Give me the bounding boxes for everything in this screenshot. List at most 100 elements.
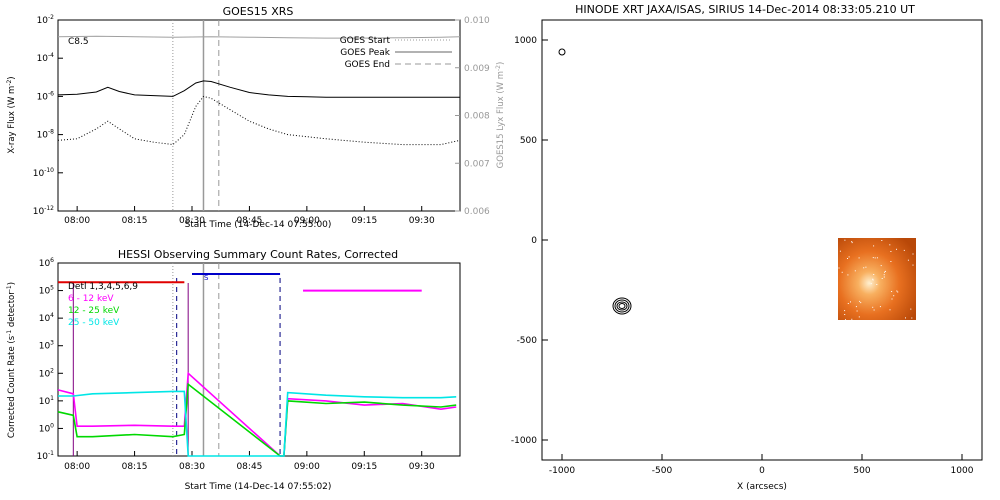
xrt-noise-pixel [851, 242, 853, 244]
goes-y-tick-label: 10-12 [33, 205, 54, 217]
goes-title: GOES15 XRS [223, 5, 294, 18]
xrt-noise-pixel [891, 298, 893, 300]
xrt-noise-pixel [847, 258, 848, 259]
goes-series [57, 35, 461, 146]
goes-series-long [57, 80, 460, 98]
xrt-noise-pixel [845, 319, 846, 321]
xrt-noise-pixel [838, 267, 840, 269]
hessi-x-tick-label: 08:30 [179, 462, 205, 472]
xrt-noise-pixel [844, 310, 846, 312]
hessi-series-mid [57, 382, 457, 457]
xrt-noise-pixel [854, 270, 856, 272]
xrt-noise-pixel [876, 257, 878, 259]
legend-25-50-kev: 25 - 50 keV [68, 318, 120, 328]
hessi-annotation: S [204, 274, 209, 282]
xrt-noise-pixel [883, 274, 885, 276]
goes-x-ticks: 08:00 08:15 08:30 08:45 09:00 09:15 09:30 [64, 206, 435, 226]
xrt-noise-pixel [844, 314, 846, 315]
xrt-noise-pixel [889, 244, 891, 246]
xrt-noise-pixel [905, 317, 906, 319]
xrt-noise-pixel [847, 303, 849, 304]
xrt-noise-pixel [911, 317, 913, 319]
hessi-y-ticks: 106 105 104 103 102 101 100 10-1 [37, 257, 63, 462]
xrt-noise-pixel [848, 256, 850, 258]
xrt-noise-pixel [873, 245, 875, 247]
goes-markers [172, 20, 220, 211]
xrt-noise-pixel [893, 295, 895, 297]
hessi-series-hi [58, 390, 457, 457]
hessi-x-tick-label: 08:00 [64, 462, 90, 472]
xrt-noise-pixel [874, 257, 876, 259]
hessi-flags [58, 272, 422, 292]
hessi-title: HESSI Observing Summary Count Rates, Cor… [118, 248, 398, 261]
xrt-noise-pixel [912, 264, 914, 266]
xrt-noise-pixel [851, 318, 853, 320]
hessi-x-ticks: 08:00 08:15 08:30 08:45 09:00 09:15 09:30 [64, 451, 435, 472]
xrt-noise-pixel [872, 278, 874, 280]
xrt-noise-pixel [890, 251, 892, 252]
xrt-noise-pixel [844, 239, 846, 241]
goes-y2-tick-label: 0.006 [464, 207, 490, 217]
xrt-noise-pixel [873, 309, 875, 311]
hessi-y-tick-label: 106 [39, 257, 54, 269]
xrt-noise-pixel [896, 290, 898, 292]
hinode-y-ticks: 1000 500 0 -500 -1000 [511, 36, 548, 446]
xrt-noise-pixel [876, 284, 878, 285]
xrt-noise-pixel [855, 306, 857, 308]
rhessi-contour [614, 299, 630, 313]
rhessi-contour [612, 297, 632, 315]
hessi-x-tick-label: 09:15 [351, 462, 377, 472]
xrt-noise-pixel [896, 248, 897, 250]
goes-y2-tick-label: 0.009 [464, 64, 490, 74]
xrt-noise-pixel [841, 271, 843, 273]
xrt-noise-pixel [880, 265, 882, 267]
hinode-panel: HINODE XRT JAXA/ISAS, SIRIUS 14-Dec-2014… [511, 3, 983, 492]
xrt-noise-pixel [856, 310, 858, 312]
goes-y2-label: GOES15 Lyx Flux (W m-2) [495, 62, 506, 169]
legend-goes-start: GOES Start [340, 36, 391, 46]
xrt-noise-pixel [903, 249, 905, 251]
legend-12-25-kev: 12 - 25 keV [68, 306, 120, 316]
xrt-noise-pixel [889, 309, 891, 311]
xrt-image-noise [838, 239, 914, 321]
hessi-x-tick-label: 09:30 [409, 462, 435, 472]
xrt-noise-pixel [912, 253, 914, 255]
goes-y2-tick-label: 0.010 [464, 16, 490, 26]
xrt-noise-pixel [865, 266, 867, 268]
xrt-noise-pixel [885, 270, 886, 272]
xrt-noise-pixel [881, 278, 883, 279]
xrt-image-patch [838, 238, 916, 320]
hessi-panel: HESSI Observing Summary Count Rates, Cor… [6, 248, 461, 492]
xrt-noise-pixel [859, 300, 861, 302]
goes-plot-frame [57, 19, 461, 212]
xrt-noise-pixel [884, 271, 885, 273]
xrt-noise-pixel [872, 257, 874, 259]
small-circle-marker [558, 48, 566, 56]
xrt-noise-pixel [858, 257, 860, 259]
hessi-y-tick-label: 105 [39, 285, 54, 297]
rhessi-contour [616, 301, 628, 311]
hessi-series [57, 371, 457, 457]
hessi-y-tick-label: 10-1 [37, 450, 55, 462]
goes-y-tick-label: 10-6 [37, 90, 55, 102]
goes-x-tick-label: 09:15 [351, 216, 377, 226]
hessi-y-tick-label: 104 [39, 312, 54, 324]
hinode-x-label: X (arcsecs) [737, 482, 787, 492]
goes-x-tick-label: 09:30 [409, 216, 435, 226]
goes-x-label: Start Time (14-Dec-14 07:55:00) [185, 220, 332, 230]
xrt-noise-pixel [870, 283, 872, 285]
hinode-y-tick-label: -500 [517, 336, 538, 346]
xrt-noise-pixel [910, 308, 912, 310]
xrt-noise-pixel [907, 259, 909, 261]
hinode-x-tick-label: -500 [652, 466, 673, 476]
hinode-x-tick-label: 1000 [951, 466, 974, 476]
hessi-y-tick-label: 100 [39, 422, 54, 434]
goes-y-label: X-ray Flux (W m-2) [6, 76, 17, 153]
goes-y-tick-label: 10-4 [37, 52, 55, 64]
goes-legend: GOES Start GOES Peak GOES End [340, 36, 452, 70]
xrt-noise-pixel [873, 274, 875, 275]
goes-x-tick-label: 08:30 [179, 216, 205, 226]
legend-goes-peak: GOES Peak [340, 48, 390, 58]
goes-series-short [57, 95, 461, 146]
goes-panel: GOES15 XRS C8.5 10-210-410-610-810-1010-… [6, 5, 506, 230]
